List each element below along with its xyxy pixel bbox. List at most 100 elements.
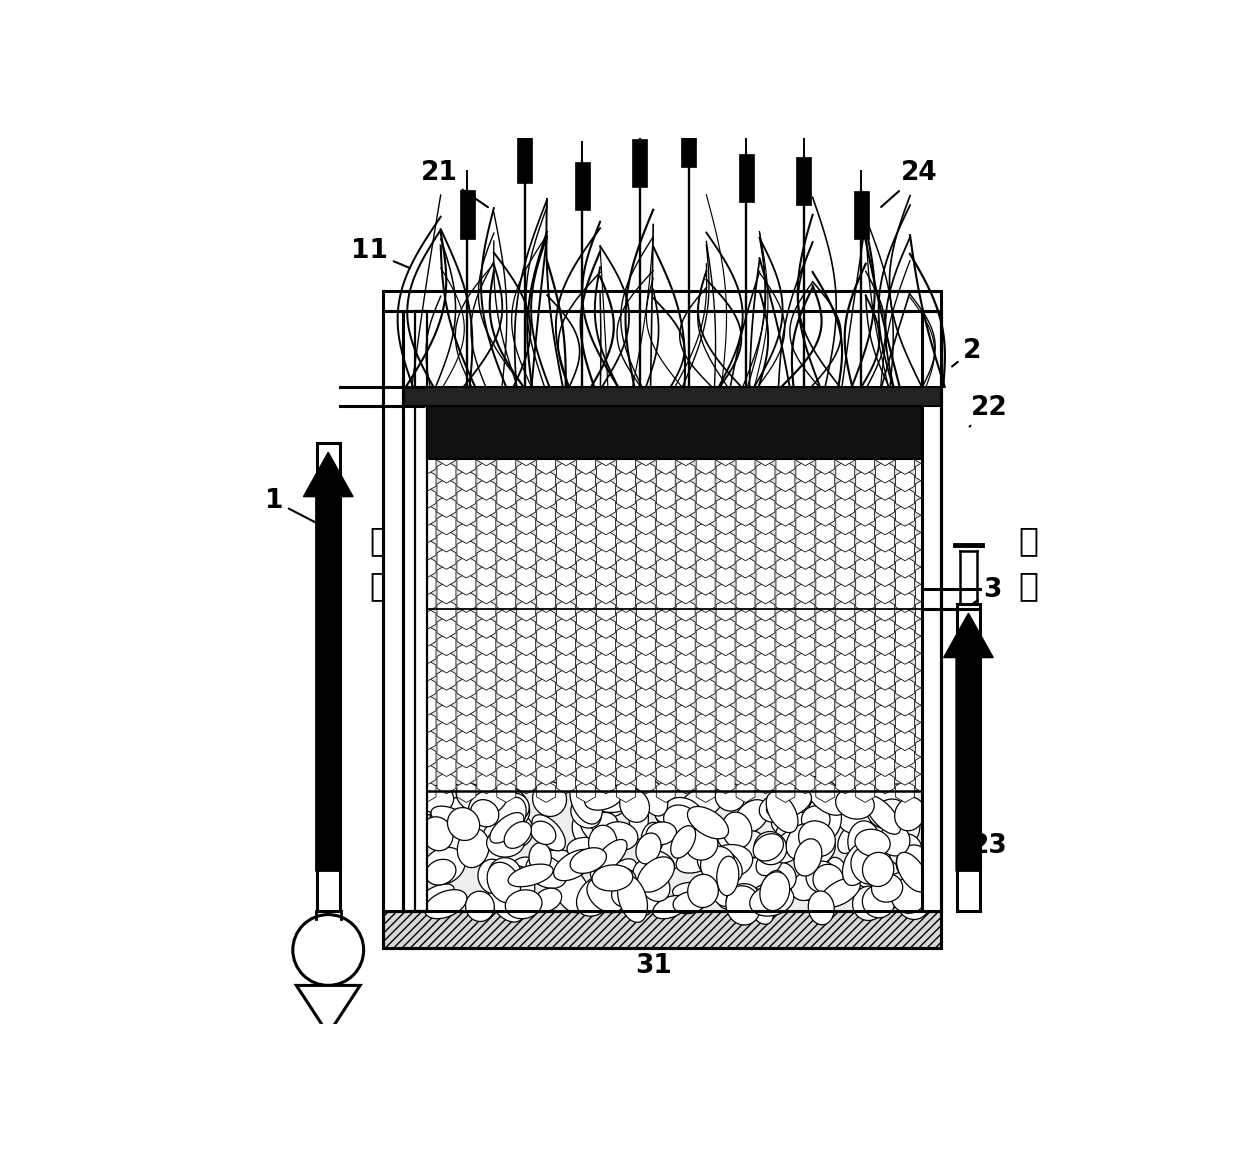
Ellipse shape [864,789,911,814]
Ellipse shape [417,884,454,910]
Polygon shape [737,626,755,647]
Polygon shape [856,764,874,785]
Ellipse shape [531,850,573,875]
Polygon shape [696,712,715,734]
Polygon shape [676,668,696,690]
Polygon shape [577,729,595,751]
Polygon shape [557,599,575,621]
Polygon shape [456,608,476,630]
Polygon shape [616,746,635,768]
Polygon shape [417,522,436,544]
Polygon shape [875,599,894,621]
Polygon shape [895,660,915,682]
Ellipse shape [806,861,837,892]
Polygon shape [537,729,556,751]
Ellipse shape [801,806,830,834]
Ellipse shape [738,831,764,858]
Polygon shape [836,478,854,500]
Polygon shape [557,720,575,742]
Polygon shape [477,444,496,466]
Polygon shape [796,754,815,776]
Polygon shape [737,712,755,734]
Polygon shape [676,685,696,707]
Bar [383,291,941,949]
Circle shape [293,914,363,986]
Polygon shape [477,565,496,586]
Polygon shape [417,486,436,509]
Polygon shape [497,626,516,647]
Polygon shape [596,737,615,759]
Polygon shape [737,452,755,474]
Polygon shape [477,634,496,656]
Ellipse shape [794,872,832,900]
Polygon shape [717,668,735,690]
Polygon shape [717,703,735,724]
Polygon shape [756,444,775,466]
Polygon shape [875,565,894,586]
Ellipse shape [718,823,743,851]
Polygon shape [417,764,436,785]
Polygon shape [756,461,775,483]
Polygon shape [537,626,556,647]
Polygon shape [696,781,715,803]
Polygon shape [895,781,915,803]
Polygon shape [417,452,436,474]
Polygon shape [636,634,655,656]
Polygon shape [616,591,635,613]
Polygon shape [756,737,775,759]
Polygon shape [776,660,795,682]
Polygon shape [537,677,556,699]
Polygon shape [776,781,795,803]
Polygon shape [497,452,516,474]
Polygon shape [836,547,854,569]
Polygon shape [616,452,635,474]
Polygon shape [436,547,456,569]
Polygon shape [856,695,874,716]
Polygon shape [417,781,436,803]
Polygon shape [796,703,815,724]
Ellipse shape [808,793,838,821]
Polygon shape [417,626,436,647]
Polygon shape [656,746,676,768]
Polygon shape [497,677,516,699]
Ellipse shape [506,890,542,919]
Bar [575,161,590,210]
Polygon shape [497,539,516,561]
Ellipse shape [682,813,713,849]
Polygon shape [915,444,935,466]
Polygon shape [497,608,516,630]
Polygon shape [776,746,795,768]
FancyArrow shape [944,613,993,872]
Polygon shape [656,608,676,630]
Polygon shape [875,668,894,690]
Polygon shape [417,677,436,699]
Ellipse shape [430,822,463,851]
Ellipse shape [636,833,661,864]
Polygon shape [656,643,676,665]
Polygon shape [737,764,755,785]
Polygon shape [796,565,815,586]
Polygon shape [417,591,436,613]
Polygon shape [856,591,874,613]
Polygon shape [537,452,556,474]
Ellipse shape [590,865,636,888]
Ellipse shape [808,891,835,925]
Polygon shape [756,668,775,690]
Ellipse shape [665,797,703,828]
Ellipse shape [808,860,839,889]
Polygon shape [537,522,556,544]
Polygon shape [776,522,795,544]
Text: 出: 出 [1019,524,1039,558]
Polygon shape [557,513,575,535]
Ellipse shape [791,872,822,900]
Polygon shape [717,547,735,569]
Polygon shape [816,660,835,682]
Polygon shape [856,486,874,509]
Polygon shape [517,582,536,604]
Polygon shape [756,496,775,518]
Polygon shape [596,599,615,621]
Polygon shape [577,626,595,647]
Polygon shape [895,729,915,751]
Polygon shape [656,452,676,474]
Polygon shape [477,772,496,794]
